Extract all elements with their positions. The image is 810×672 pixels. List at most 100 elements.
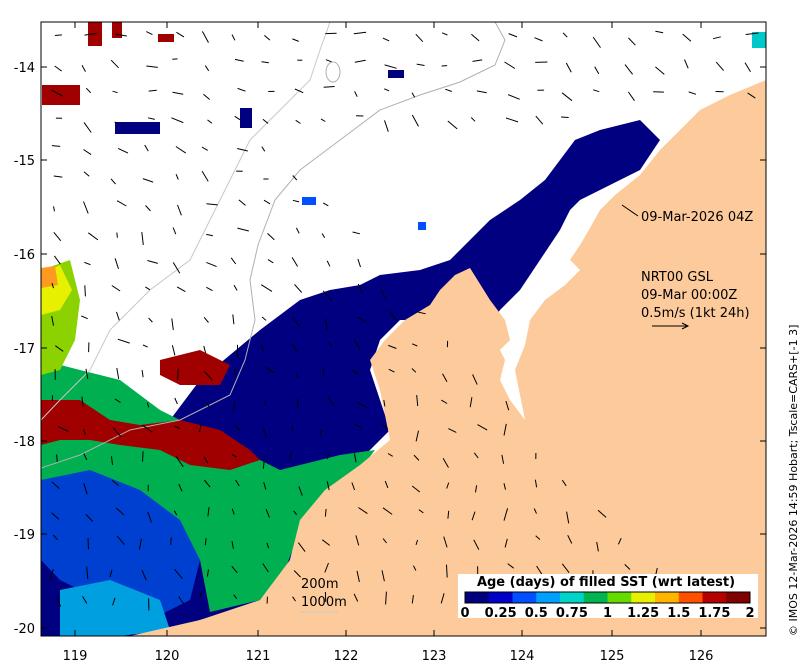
- current-vector: [440, 593, 445, 604]
- current-vector: [416, 311, 426, 315]
- y-axis: -14 -15 -16 -17 -18 -19 -20: [14, 61, 766, 637]
- current-vector: [469, 397, 473, 408]
- current-vector: [83, 428, 86, 436]
- current-vector: [267, 259, 274, 264]
- current-vector: [561, 479, 567, 487]
- current-vector: [199, 592, 202, 598]
- current-vector: [177, 368, 179, 380]
- current-vector: [147, 260, 158, 264]
- scale-arrow: [652, 322, 690, 330]
- current-vector: [321, 233, 326, 239]
- current-vector: [292, 199, 300, 203]
- current-vector: [54, 34, 62, 36]
- current-vector: [294, 284, 303, 293]
- current-vector: [238, 199, 246, 206]
- colorbar-swatch: [583, 592, 608, 603]
- current-vector: [293, 570, 301, 578]
- current-vector: [382, 37, 390, 42]
- current-vector: [351, 482, 356, 491]
- current-vector: [473, 539, 480, 550]
- current-vector: [385, 591, 387, 605]
- current-vector: [53, 175, 63, 178]
- current-vector: [198, 423, 202, 433]
- current-vector: [231, 508, 235, 515]
- current-vector: [294, 88, 304, 94]
- current-vector: [297, 542, 306, 552]
- current-vector: [263, 481, 267, 490]
- current-vector: [387, 453, 393, 457]
- current-vector: [177, 204, 182, 216]
- current-vector: [111, 479, 120, 486]
- current-vector: [262, 563, 269, 573]
- current-vector: [264, 35, 271, 41]
- current-vector: [51, 481, 60, 489]
- current-vector: [261, 61, 269, 64]
- current-vector: [382, 507, 393, 515]
- current-vector: [352, 231, 361, 235]
- current-vector: [292, 317, 301, 328]
- current-vector: [445, 88, 452, 92]
- current-vector: [237, 227, 249, 232]
- current-vector: [51, 89, 63, 97]
- current-vector: [441, 32, 448, 36]
- current-vector: [114, 258, 119, 270]
- current-vector: [112, 90, 118, 94]
- current-vector: [319, 429, 322, 437]
- current-vector: [628, 37, 636, 46]
- current-vector: [201, 146, 208, 151]
- current-vector: [505, 400, 510, 411]
- current-vector: [235, 479, 240, 487]
- current-vector: [448, 428, 457, 433]
- current-vector: [53, 206, 55, 212]
- current-vector: [201, 31, 209, 43]
- current-vector: [289, 451, 293, 459]
- current-vector: [87, 537, 89, 550]
- current-vector: [81, 315, 88, 320]
- current-vector: [232, 401, 236, 412]
- current-vector: [206, 402, 211, 408]
- colorbar-swatch: [512, 592, 537, 603]
- current-vector: [85, 368, 89, 380]
- y-tick-label: -20: [14, 622, 35, 637]
- x-tick-label: 124: [510, 649, 535, 664]
- current-vector: [49, 568, 54, 581]
- current-vector: [596, 541, 599, 552]
- current-vector: [172, 227, 177, 235]
- current-vector: [261, 316, 267, 321]
- colorbar-tick-label: 0: [460, 606, 469, 621]
- current-vector: [84, 33, 97, 36]
- current-vector: [83, 149, 92, 156]
- current-vector: [82, 595, 88, 604]
- current-vector: [411, 368, 417, 373]
- current-vector: [326, 260, 331, 267]
- current-vector: [411, 595, 414, 604]
- current-vector: [655, 66, 665, 75]
- current-vector: [207, 507, 210, 517]
- current-vector: [384, 64, 397, 69]
- current-vector: [145, 286, 151, 291]
- current-vector: [567, 534, 573, 544]
- current-vector: [263, 199, 271, 205]
- current-vector: [471, 33, 480, 42]
- colorbar-swatch: [631, 592, 656, 603]
- current-vector: [441, 399, 448, 404]
- current-vector: [357, 258, 361, 268]
- current-vector: [356, 401, 368, 409]
- contour-1000m-label: 1000m: [301, 595, 347, 610]
- colorbar-tick-label: 0.75: [556, 606, 588, 621]
- current-vector: [84, 261, 91, 266]
- sst-timestamp-label: 09-Mar-2026 04Z: [641, 210, 753, 225]
- current-vector: [325, 59, 332, 63]
- current-vector: [51, 315, 54, 326]
- current-vector: [116, 232, 118, 238]
- current-vector: [381, 570, 385, 582]
- current-vector: [206, 261, 217, 268]
- bathy-contour-1000m: [41, 22, 331, 421]
- current-vector: [86, 566, 89, 580]
- current-vector: [353, 338, 361, 350]
- current-vector: [471, 511, 476, 521]
- current-vector: [112, 427, 122, 438]
- current-vector: [207, 119, 213, 124]
- current-vector: [358, 507, 368, 515]
